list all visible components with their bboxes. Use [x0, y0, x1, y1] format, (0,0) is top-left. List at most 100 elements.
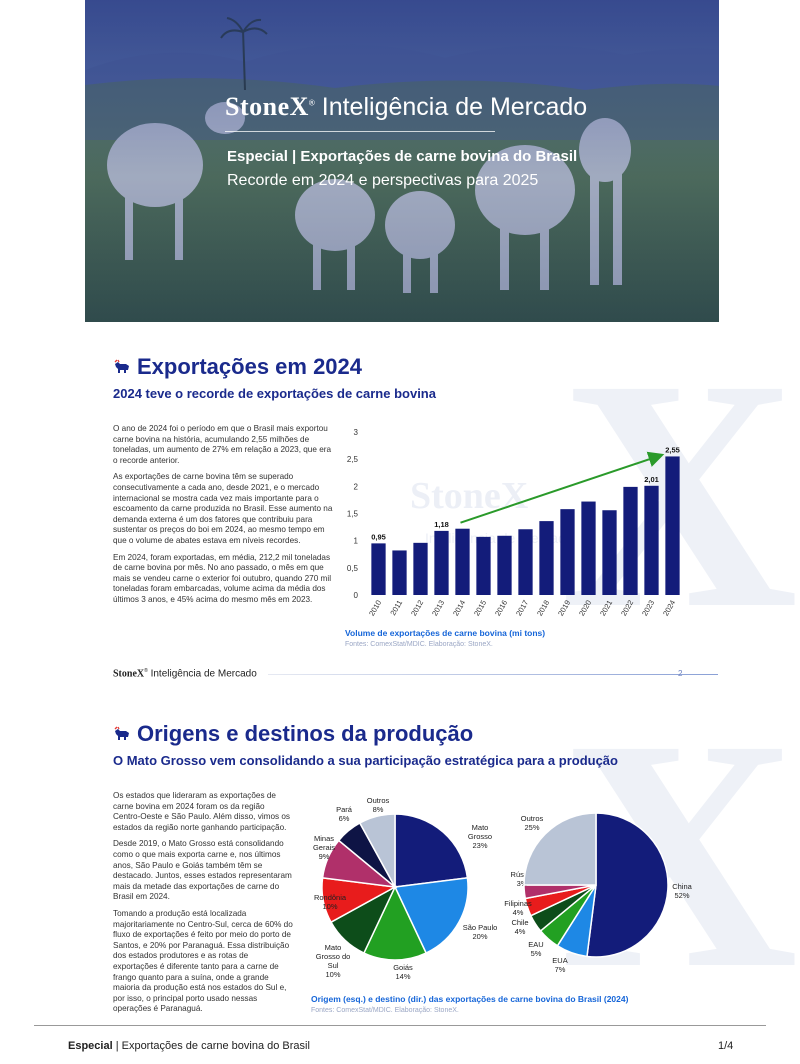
page-footer-brand-name: StoneX — [113, 668, 145, 680]
x-tick-label: 2016 — [493, 599, 509, 618]
page-footer-number: 2 — [678, 669, 683, 678]
document-footer-title: Especial | Exportações de carne bovina d… — [68, 1040, 310, 1052]
pie-label: 23% — [472, 841, 487, 850]
section1-paragraph: O ano de 2024 foi o período em que o Bra… — [113, 424, 332, 465]
section2-body: Os estados que lideraram as exportações … — [113, 791, 293, 1021]
bar-2020 — [581, 501, 596, 595]
pie-label: 5% — [531, 949, 542, 958]
section2-source: Fontes: ComexStat/MDIC. Elaboração: Ston… — [311, 1007, 459, 1014]
document-page-number: 1/4 — [718, 1040, 734, 1052]
section2-paragraph: Os estados que lideraram as exportações … — [113, 791, 291, 832]
data-label: 1,18 — [434, 520, 449, 529]
bar-2015 — [476, 536, 491, 595]
cattle-icon — [113, 358, 131, 376]
pie-label: 6% — [339, 814, 350, 823]
pie-label: Pará — [336, 805, 353, 814]
pie-label: Outros — [521, 814, 544, 823]
pie-label: 9% — [319, 852, 330, 861]
section2-paragraph: Tomando a produção está localizada major… — [113, 908, 293, 1014]
cattle-icon — [113, 725, 131, 743]
section1-source: Fontes: ComexStat/MDIC. Elaboração: Ston… — [345, 641, 493, 648]
x-tick-label: 2017 — [514, 599, 530, 618]
pie-label: EUA — [552, 956, 567, 965]
pie-label: 14% — [395, 972, 410, 981]
chart-watermark-brand: StoneX — [410, 475, 529, 517]
brand-tagline: Inteligência de Mercado — [321, 93, 588, 121]
pie-label: Filipinas — [504, 899, 532, 908]
document-footer-rest: | Exportações de carne bovina do Brasil — [112, 1040, 310, 1052]
pie-label: Chile — [511, 918, 528, 927]
pie-label: São Paulo — [463, 923, 498, 932]
bar-2010 — [371, 543, 386, 595]
bar-2022 — [623, 486, 638, 595]
x-tick-label: 2011 — [388, 599, 404, 617]
x-tick-label: 2014 — [451, 599, 467, 618]
hero-brand: StoneX® Inteligência de Mercado — [225, 92, 587, 122]
section1-title: Exportações em 2024 — [113, 354, 362, 380]
bar-2017 — [518, 529, 533, 595]
bar-2019 — [560, 509, 575, 595]
pie-label: 3% — [517, 879, 528, 888]
page-footer-rule — [268, 674, 718, 675]
x-tick-label: 2024 — [661, 599, 677, 618]
x-tick-label: 2022 — [619, 599, 635, 618]
section1-body: O ano de 2024 foi o período em que o Bra… — [113, 424, 335, 612]
data-label: 0,95 — [371, 532, 386, 541]
brand-name: StoneX — [225, 92, 309, 121]
section2-subtitle: O Mato Grosso vem consolidando a sua par… — [113, 753, 618, 768]
pie-label: Grosso — [468, 832, 492, 841]
bar-2024 — [665, 456, 680, 595]
pie-label: 10% — [325, 970, 340, 979]
section1-title-text: Exportações em 2024 — [137, 354, 363, 379]
pie-slice — [362, 885, 428, 961]
pie-label: Minas — [314, 834, 334, 843]
y-tick-label: 0 — [354, 591, 359, 600]
pie-slice — [394, 813, 469, 888]
pie-label: 8% — [373, 805, 384, 814]
document-footer-rule — [34, 1025, 766, 1026]
x-tick-label: 2012 — [409, 599, 425, 618]
hero-banner: StoneX® Inteligência de Mercado Especial… — [85, 0, 719, 322]
pie-label: 4% — [513, 908, 524, 917]
pie-label: 20% — [472, 932, 487, 941]
trend-arrow — [460, 451, 665, 524]
pie-slice — [523, 812, 597, 886]
pie-label: 10% — [322, 902, 337, 911]
pie-label: Outros — [367, 796, 390, 805]
pie-label: Rondônia — [314, 893, 347, 902]
section2-title-text: Origens e destinos da produção — [137, 721, 474, 746]
section1-paragraph: As exportações de carne bovina têm se su… — [113, 472, 333, 545]
pie-label: 7% — [555, 965, 566, 974]
pie-label: 25% — [524, 823, 539, 832]
bar-2021 — [602, 510, 617, 595]
x-tick-label: 2015 — [472, 599, 488, 618]
pie-label: Rússia — [511, 870, 535, 879]
pie-slice — [586, 812, 669, 958]
hero-title: Especial | Exportações de carne bovina d… — [227, 148, 578, 165]
bar-2012 — [413, 542, 428, 595]
data-label: 2,55 — [665, 445, 680, 454]
bar-2013 — [434, 530, 449, 595]
pie-slice — [358, 813, 396, 888]
x-tick-label: 2018 — [535, 599, 551, 618]
pie-label: Mato — [325, 943, 342, 952]
pie-label: Mato — [472, 823, 489, 832]
document-footer-bold: Especial — [68, 1040, 113, 1052]
section1-subtitle: 2024 teve o recorde de exportações de ca… — [113, 386, 436, 401]
bar-2016 — [497, 535, 512, 595]
y-tick-label: 1 — [354, 537, 359, 546]
data-label: 2,01 — [644, 475, 659, 484]
bar-2023 — [644, 485, 659, 595]
hero-subtitle: Recorde em 2024 e perspectivas para 2025 — [227, 172, 539, 189]
hero-divider — [225, 131, 495, 132]
page-footer-tagline: Inteligência de Mercado — [150, 668, 257, 680]
section2-caption: Origem (esq.) e destino (dir.) das expor… — [311, 994, 629, 1004]
pie-label: EAU — [528, 940, 543, 949]
pie-label: Sul — [328, 961, 339, 970]
destination-pie-chart: China52%EUA7%EAU5%Chile4%Filipinas4%Rúss… — [504, 812, 693, 974]
bar-2018 — [539, 521, 554, 595]
x-tick-label: 2020 — [577, 599, 593, 618]
x-tick-label: 2021 — [598, 599, 614, 618]
bar-2014 — [455, 528, 470, 595]
